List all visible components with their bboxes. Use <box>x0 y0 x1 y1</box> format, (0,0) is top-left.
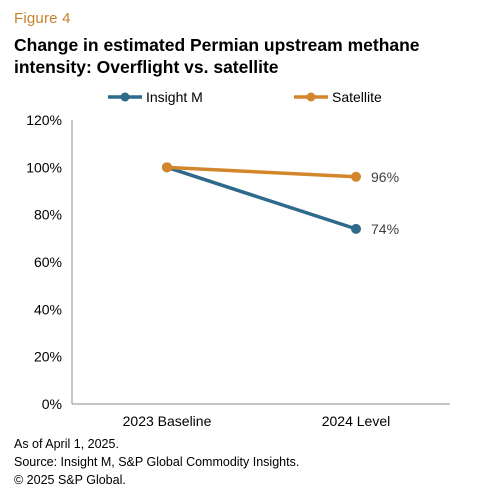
legend-label: Satellite <box>332 89 382 105</box>
data-point <box>351 223 361 234</box>
footnotes: As of April 1, 2025. Source: Insight M, … <box>14 435 299 489</box>
line-chart: 0% 20% 40% 60% 80% 100% 120% 2023 Baseline 2024 … <box>26 89 450 429</box>
y-tick-label: 40% <box>34 301 62 317</box>
series-line-insight-m <box>165 165 358 231</box>
legend-label: Insight M <box>146 89 203 105</box>
y-tick-label: 80% <box>34 207 62 223</box>
x-tick-label: 2024 Level <box>322 413 391 429</box>
y-tick-label: 100% <box>26 159 62 175</box>
footnote-source: Source: Insight M, S&P Global Commodity … <box>14 455 300 469</box>
data-label: 74% <box>371 221 399 237</box>
data-point <box>351 171 361 182</box>
figure-label: Figure 4 <box>14 10 71 27</box>
series-line-satellite <box>165 165 358 179</box>
y-tick-label: 60% <box>34 254 62 270</box>
y-tick-label: 120% <box>26 112 62 128</box>
data-label: 96% <box>371 169 399 185</box>
footnote-copyright: © 2025 S&P Global. <box>14 473 126 487</box>
footnote-date: As of April 1, 2025. <box>14 437 119 451</box>
chart-title: Change in estimated Permian upstream met… <box>14 35 420 77</box>
legend-swatch-marker <box>306 92 316 102</box>
data-point <box>162 162 172 173</box>
y-tick-label: 0% <box>42 396 62 412</box>
x-tick-label: 2023 Baseline <box>123 413 212 429</box>
legend-swatch-marker <box>120 92 130 102</box>
y-tick-label: 20% <box>34 349 62 365</box>
